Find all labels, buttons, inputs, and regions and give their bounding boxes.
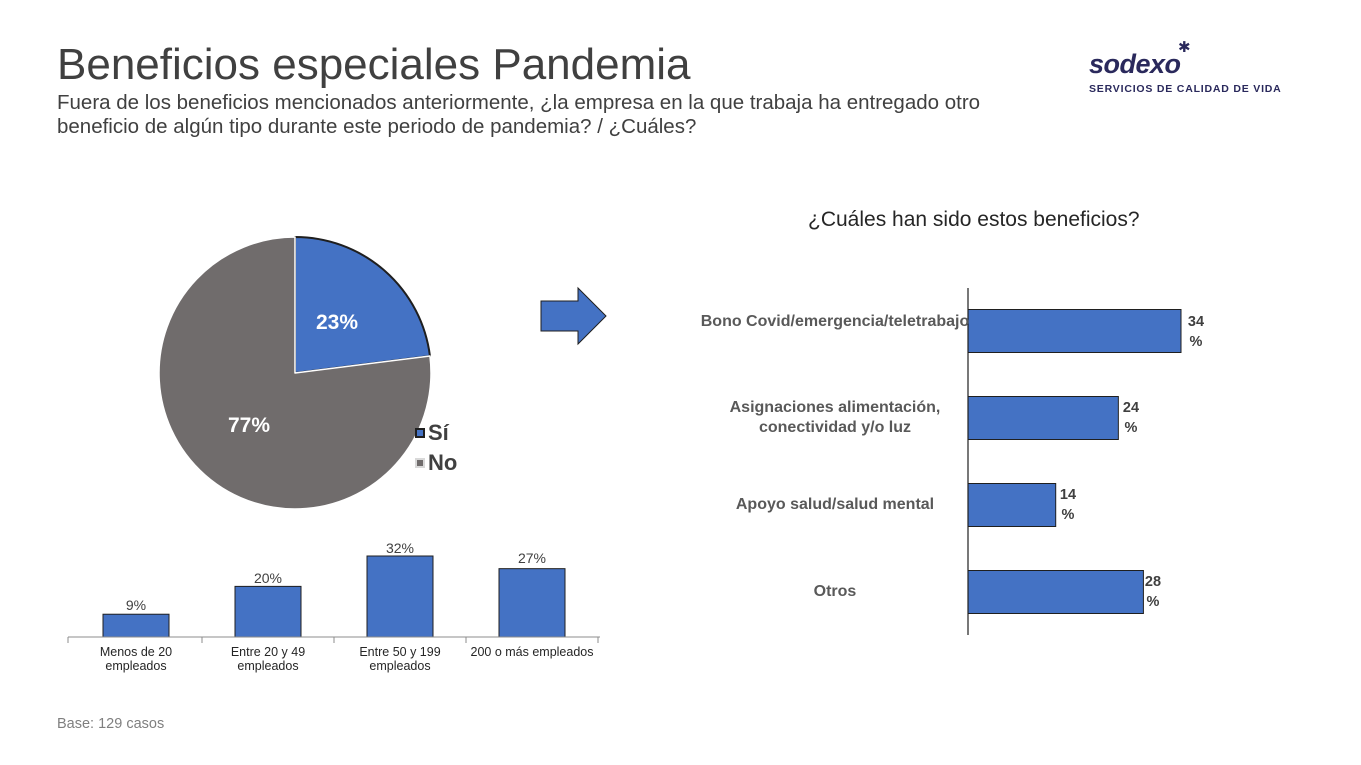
size-bar-value: 32% <box>385 540 415 556</box>
benefit-bar <box>967 396 1119 440</box>
legend-item-no: No <box>415 450 457 476</box>
logo-star-icon: ✱ <box>1178 39 1191 56</box>
legend-label-no: No <box>428 450 458 475</box>
page-title: Beneficios especiales Pandemia <box>57 40 691 89</box>
size-bar-value: 9% <box>125 597 147 613</box>
size-bar-category: Menos de 20 empleados <box>99 645 173 673</box>
size-bar-category: Entre 50 y 199 empleados <box>359 645 441 673</box>
size-bar <box>498 568 566 638</box>
benefit-value-label: 34 % <box>1187 314 1205 350</box>
size-bar-category: 200 o más empleados <box>470 645 594 659</box>
benefit-category-label: Bono Covid/emergencia/teletrabajo <box>700 313 970 330</box>
size-bar-category: Entre 20 y 49 empleados <box>230 645 306 673</box>
legend-label-si: Sí <box>428 420 449 445</box>
benefit-category-label: Apoyo salud/salud mental <box>735 496 935 513</box>
benefit-value-label: 24 % <box>1122 400 1140 436</box>
legend-swatch-si <box>415 428 425 438</box>
size-bar-chart <box>67 555 600 643</box>
benefit-bar <box>967 570 1144 614</box>
size-bar <box>234 585 302 638</box>
size-bar-value: 27% <box>517 550 547 566</box>
base-note: Base: 129 casos <box>57 716 165 732</box>
size-bar <box>366 555 434 638</box>
pie-slice-no <box>158 236 432 510</box>
legend-swatch-no <box>415 458 425 468</box>
benefit-category-label: Asignaciones alimentación, conectividad … <box>729 399 941 436</box>
benefit-value-label: 14 % <box>1059 487 1077 523</box>
legend-item-si: Sí <box>415 420 449 446</box>
size-bar-value: 20% <box>253 570 283 586</box>
benefit-bar <box>967 483 1057 527</box>
logo-wordmark: sodexo <box>1089 49 1181 79</box>
size-bar <box>102 613 170 638</box>
benefit-bar <box>967 309 1182 353</box>
benefit-value-label: 28 % <box>1144 574 1162 610</box>
logo-tagline: SERVICIOS DE CALIDAD DE VIDA <box>1089 83 1282 95</box>
benefit-category-label: Otros <box>813 583 857 600</box>
sodexo-logo: sodexo ✱ SERVICIOS DE CALIDAD DE VIDA <box>1086 39 1296 100</box>
pie-chart <box>158 236 432 510</box>
pie-slice-label-si: 23% <box>316 311 359 334</box>
pie-slice-label-no: 77% <box>228 414 271 437</box>
page-subtitle: Fuera de los beneficios mencionados ante… <box>57 91 981 138</box>
arrow-right-icon <box>540 286 607 346</box>
benefits-chart-title: ¿Cuáles han sido estos beneficios? <box>808 208 1140 231</box>
pie-slice-si <box>294 236 431 374</box>
benefits-bar-chart <box>967 288 1182 635</box>
